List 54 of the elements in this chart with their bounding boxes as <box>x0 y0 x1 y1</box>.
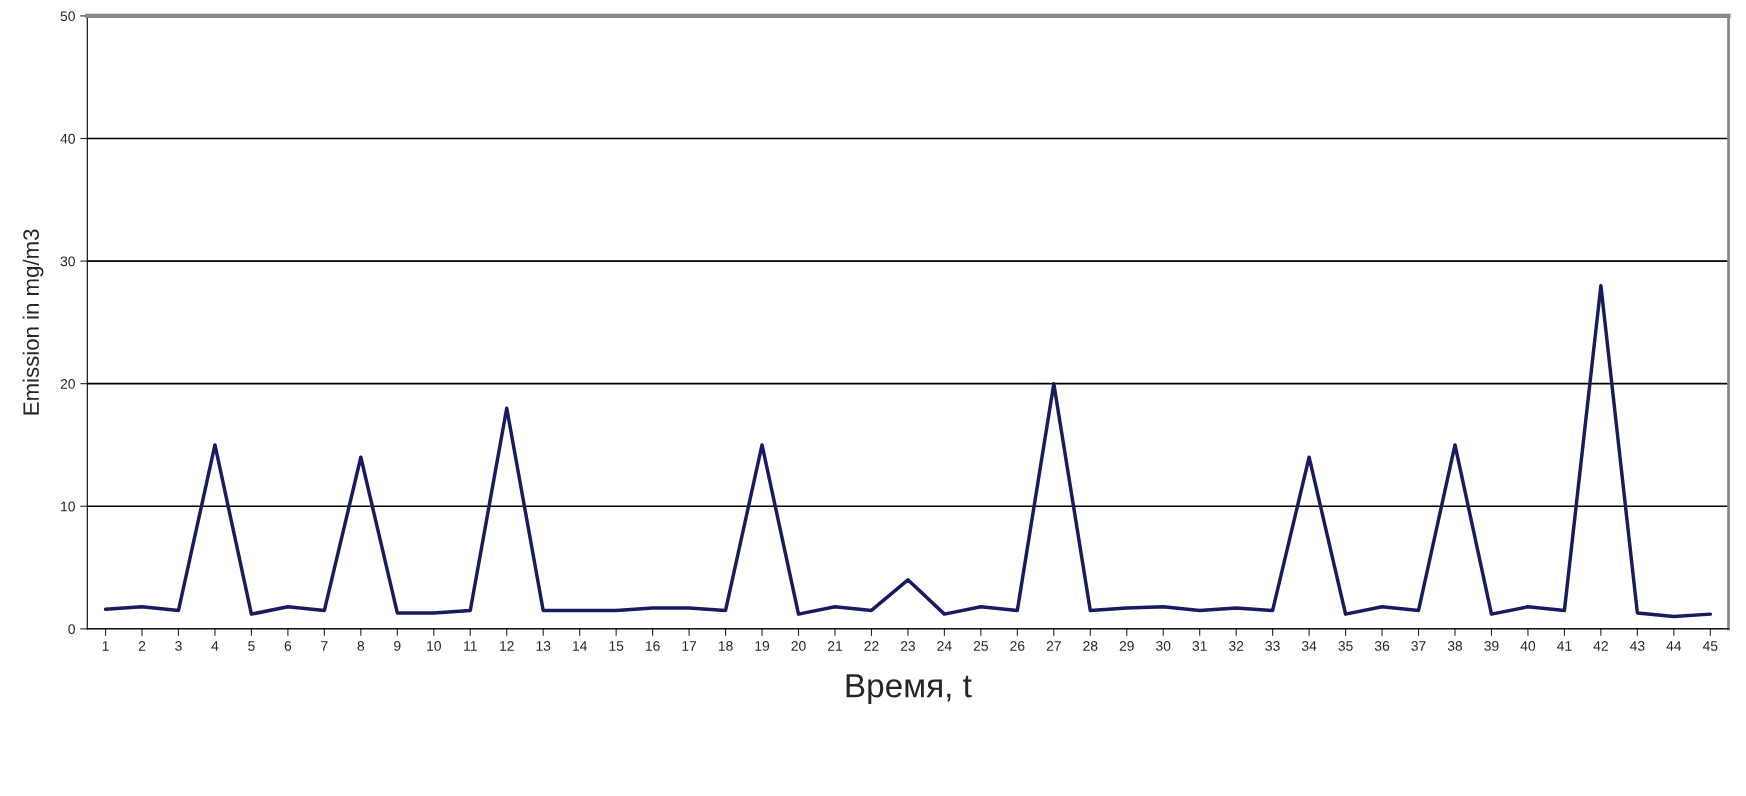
x-tick-label: 15 <box>609 641 624 651</box>
x-tick-label: 33 <box>1265 641 1280 651</box>
x-tick-label: 19 <box>755 641 770 651</box>
x-tick-label: 1 <box>102 641 109 651</box>
x-tick-label: 36 <box>1374 641 1390 651</box>
y-tick-label: 10 <box>61 501 75 512</box>
x-tick-label: 17 <box>682 641 697 651</box>
x-tick-label: 37 <box>1411 641 1426 651</box>
x-tick-label: 27 <box>1046 641 1061 651</box>
x-tick-label: 3 <box>175 641 182 651</box>
x-tick-label: 35 <box>1338 641 1353 651</box>
x-tick-label: 5 <box>248 641 255 651</box>
x-tick-label: 38 <box>1447 641 1463 651</box>
x-tick-label: 41 <box>1557 641 1572 651</box>
x-tick-label: 39 <box>1484 641 1499 651</box>
y-tick-label: 30 <box>60 256 75 267</box>
x-tick-label: 40 <box>1520 641 1536 651</box>
y-axis-title: Emission in mg/m3 <box>22 229 44 415</box>
x-tick-label: 30 <box>1156 641 1171 651</box>
x-tick-label: 18 <box>718 641 733 651</box>
x-tick-label: 9 <box>394 641 401 651</box>
x-tick-label: 28 <box>1083 641 1098 651</box>
x-tick-label: 32 <box>1228 641 1244 651</box>
y-tick-label: 50 <box>60 11 75 22</box>
x-tick-label: 24 <box>937 641 952 651</box>
x-tick-label: 7 <box>321 641 328 651</box>
x-tick-label: 4 <box>211 641 219 651</box>
x-tick-label: 13 <box>536 641 551 651</box>
x-tick-label: 34 <box>1301 641 1317 651</box>
y-tick-label: 40 <box>60 133 75 144</box>
x-tick-label: 2 <box>138 641 146 651</box>
x-tick-label: 26 <box>1010 641 1025 651</box>
x-tick-label: 43 <box>1629 641 1645 651</box>
x-tick-label: 29 <box>1119 641 1134 651</box>
x-tick-label: 21 <box>827 641 843 651</box>
line-series <box>103 283 1713 619</box>
x-axis-title: Время, t <box>846 674 972 705</box>
x-tick-label: 42 <box>1593 641 1608 651</box>
x-tick-label: 20 <box>791 641 806 651</box>
x-tick-label: 22 <box>864 641 879 651</box>
x-tick-label: 6 <box>284 641 292 651</box>
y-tick-label: 0 <box>68 624 75 635</box>
x-tick-label: 44 <box>1666 641 1682 651</box>
y-tick-label: 20 <box>60 379 75 389</box>
x-tick-label: 16 <box>645 641 660 651</box>
x-tick-label: 14 <box>573 641 587 651</box>
x-tick-label: 8 <box>357 641 365 651</box>
x-tick-label: 45 <box>1702 641 1718 651</box>
x-tick-label: 10 <box>427 641 441 651</box>
x-tick-label: 12 <box>500 641 514 651</box>
x-tick-label: 31 <box>1192 641 1207 651</box>
x-tick-label: 23 <box>900 641 916 651</box>
x-tick-label: 11 <box>464 641 477 651</box>
x-tick-label: 25 <box>973 641 989 651</box>
